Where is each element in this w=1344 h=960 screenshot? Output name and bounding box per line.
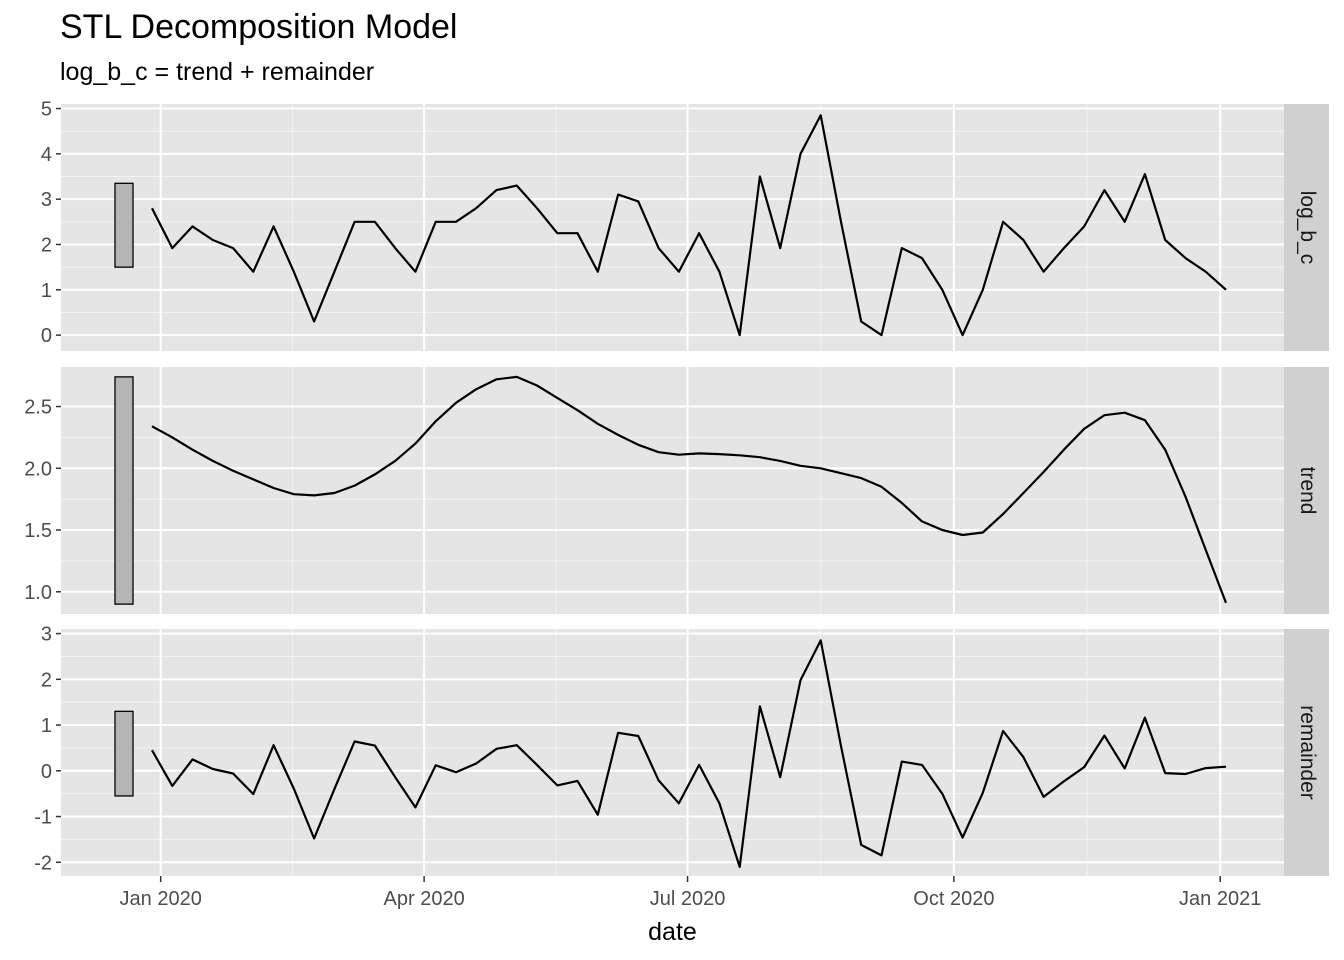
x-axis-title: date <box>648 918 697 946</box>
y-tick-label: -2 <box>34 852 52 874</box>
series-line-log-b-c <box>151 114 1227 337</box>
y-tick-label: 1 <box>41 715 52 737</box>
x-tick-label: Jul 2020 <box>650 888 726 910</box>
series-line-remainder <box>151 639 1227 869</box>
facet-strip-label: trend <box>1296 467 1319 515</box>
x-tick-label: Jan 2021 <box>1179 888 1261 910</box>
x-tick-label: Oct 2020 <box>913 888 994 910</box>
x-tick-label: Apr 2020 <box>384 888 465 910</box>
y-tick-label: 2 <box>41 234 52 256</box>
y-tick-label: 2 <box>41 669 52 691</box>
facet-strip <box>1284 629 1329 876</box>
y-tick-label: 1.0 <box>24 582 52 604</box>
chart-title: STL Decomposition Model <box>60 8 458 46</box>
scale-bar <box>114 710 134 797</box>
scale-bar <box>114 182 134 268</box>
y-tick-label: 3 <box>41 189 52 211</box>
y-tick-label: -1 <box>34 807 52 829</box>
x-tick-label: Jan 2020 <box>120 888 202 910</box>
y-tick-label: 2.5 <box>24 397 52 419</box>
y-tick-label: 4 <box>41 144 52 166</box>
facet-strip <box>1284 367 1329 614</box>
chart-subtitle: log_b_c = trend + remainder <box>60 58 375 86</box>
scale-bar <box>114 376 134 605</box>
y-tick-label: 0 <box>41 325 52 347</box>
y-tick-label: 2.0 <box>24 458 52 480</box>
y-tick-label: 1.5 <box>24 520 52 542</box>
facet-strip-label: log_b_c <box>1296 191 1319 265</box>
facet-strip <box>1284 104 1329 351</box>
facet-strip-label: remainder <box>1296 705 1319 800</box>
y-tick-label: 1 <box>41 280 52 302</box>
series-line-trend <box>151 375 1228 604</box>
y-tick-label: 3 <box>41 624 52 646</box>
panel-background <box>61 629 1284 876</box>
y-tick-label: 0 <box>41 761 52 783</box>
y-tick-label: 5 <box>41 99 52 121</box>
panel-background <box>61 367 1284 614</box>
panel-background <box>61 104 1284 351</box>
